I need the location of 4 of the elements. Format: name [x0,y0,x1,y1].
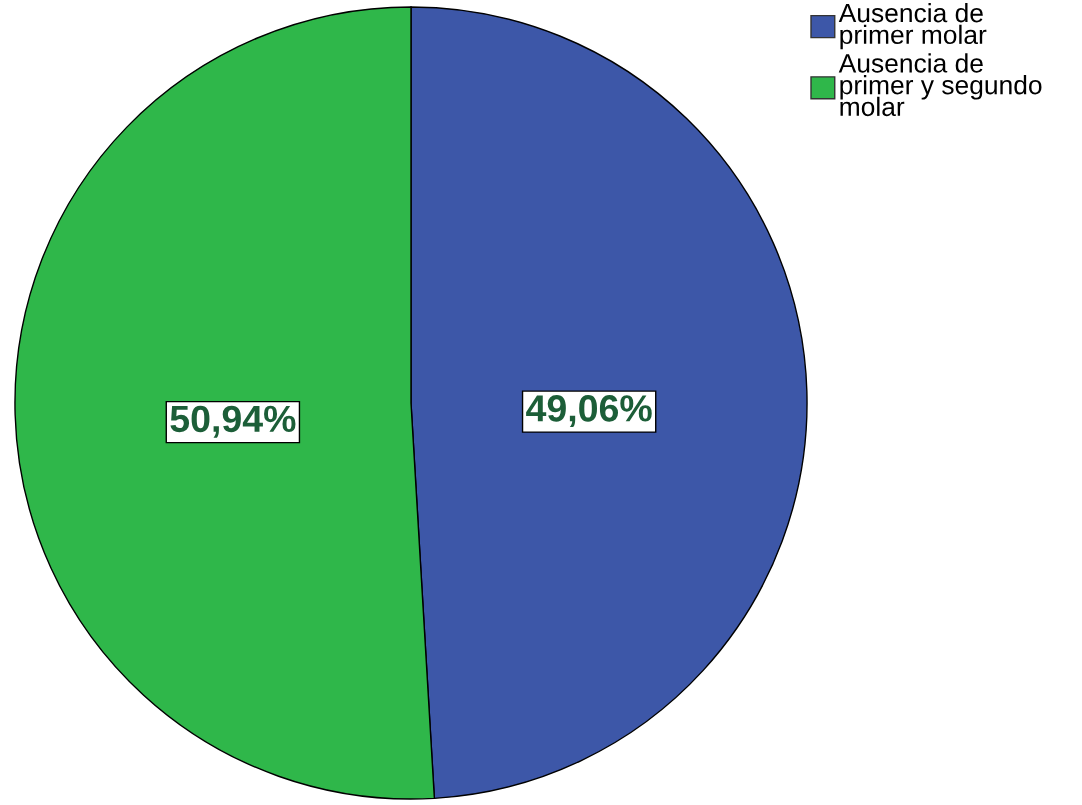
data-label: 50,94% [170,405,296,438]
legend-label: Ausencia de primer y segundo molar [838,53,1042,117]
data-label: 49,06% [526,395,652,428]
legend-label: Ausencia de primer molar [838,3,987,50]
